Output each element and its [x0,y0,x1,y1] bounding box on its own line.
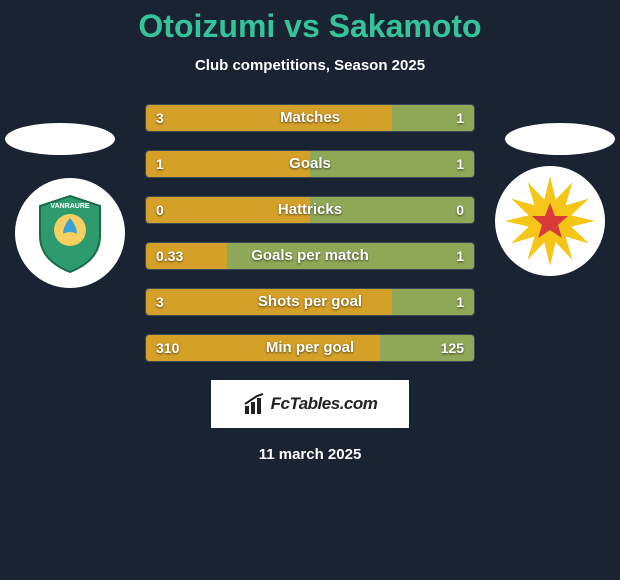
stat-label: Shots per goal [146,289,474,315]
stat-value-right: 0 [456,197,464,223]
stat-row: Shots per goal3 1 [145,288,475,316]
stat-label: Min per goal [146,335,474,361]
player1-avatar-placeholder [5,123,115,155]
player2-avatar-placeholder [505,123,615,155]
player2-name: Sakamoto [329,8,482,44]
vs-text: vs [275,8,328,44]
team2-sun-icon [500,171,600,271]
branding-text: FcTables.com [271,394,378,414]
stat-value-left: 310 [156,335,179,361]
stat-value-right: 1 [456,105,464,131]
stat-value-right: 1 [456,289,464,315]
branding-box: FcTables.com [211,380,409,428]
infographic-root: Otoizumi vs Sakamoto Club competitions, … [0,0,620,463]
stat-label: Hattricks [146,197,474,223]
stat-row: Goals per match0.33 1 [145,242,475,270]
stat-value-left: 3 [156,289,164,315]
team2-logo [495,166,605,276]
stats-bars: Matches31Goals11Hattricks00Goals per mat… [145,104,475,362]
stat-row: Hattricks0 0 [145,196,475,224]
stat-row: Matches3 1 [145,104,475,132]
team1-shield-icon: VANRAURE [25,188,115,278]
stat-value-left: 1 [156,151,164,177]
subtitle: Club competitions, Season 2025 [0,57,620,74]
stat-value-right: 1 [456,151,464,177]
stat-label: Goals per match [146,243,474,269]
stat-row: Goals1 1 [145,150,475,178]
svg-text:VANRAURE: VANRAURE [50,203,89,210]
stat-value-left: 0.33 [156,243,183,269]
stat-value-right: 125 [441,335,464,361]
date-text: 11 march 2025 [0,446,620,463]
stat-label: Matches [146,105,474,131]
player1-name: Otoizumi [138,8,275,44]
team1-logo: VANRAURE [15,178,125,288]
stat-label: Goals [146,151,474,177]
stat-value-right: 1 [456,243,464,269]
stat-row: Min per goal310 125 [145,334,475,362]
page-title: Otoizumi vs Sakamoto [0,8,620,45]
stat-value-left: 3 [156,105,164,131]
stat-value-left: 0 [156,197,164,223]
chart-icon [243,392,267,416]
